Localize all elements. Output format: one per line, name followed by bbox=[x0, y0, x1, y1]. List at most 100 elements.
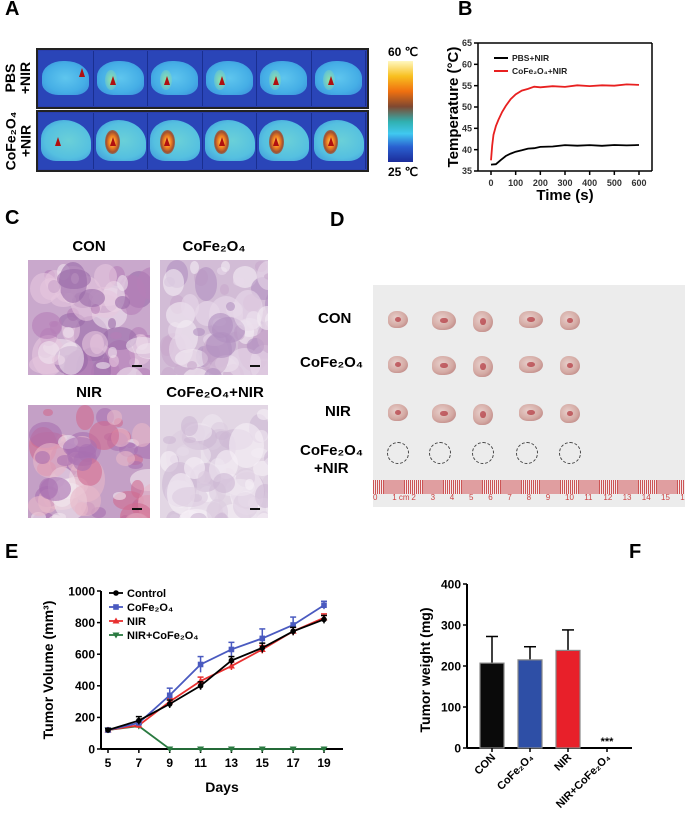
x-tick-label: 17 bbox=[286, 756, 300, 770]
data-point bbox=[112, 632, 120, 639]
y-tick-label: 800 bbox=[75, 616, 95, 630]
y-tick-label: 40 bbox=[462, 145, 472, 155]
mouse-body-thermal bbox=[314, 60, 362, 95]
thermal-frame bbox=[257, 113, 312, 169]
data-point bbox=[197, 683, 204, 689]
y-tick-label: 600 bbox=[75, 647, 95, 661]
x-tick-label: 7 bbox=[136, 756, 143, 770]
scale-bar bbox=[250, 365, 260, 367]
tissue-texture bbox=[134, 442, 150, 460]
tumor-marker-icon bbox=[327, 136, 334, 146]
tissue-texture bbox=[256, 409, 268, 421]
x-axis-title: Time (s) bbox=[536, 187, 593, 204]
thermal-frame bbox=[202, 113, 257, 169]
ruler-label: 10 bbox=[565, 493, 574, 502]
y-tick-label: 100 bbox=[441, 700, 461, 714]
tissue-texture bbox=[190, 512, 207, 518]
empty-tumor-circle bbox=[559, 442, 581, 464]
tumor-specimen bbox=[560, 404, 580, 423]
empty-tumor-circle bbox=[387, 442, 409, 464]
thermal-frame bbox=[39, 51, 94, 106]
tissue-texture bbox=[180, 294, 200, 320]
tissue-texture bbox=[212, 513, 230, 518]
ruler-label: 15 bbox=[661, 493, 670, 502]
tissue-texture bbox=[204, 367, 222, 375]
panel-label-b: B bbox=[458, 0, 473, 20]
data-point bbox=[136, 717, 142, 724]
tissue-texture bbox=[57, 268, 91, 290]
x-tick-label: 300 bbox=[557, 178, 572, 188]
x-axis-title: Days bbox=[205, 779, 239, 795]
photo-row-label-cofe: CoFe₂O₄ bbox=[300, 354, 363, 371]
tissue-texture bbox=[175, 348, 208, 368]
tumor-specimen bbox=[473, 311, 493, 332]
series-line bbox=[107, 618, 325, 731]
tissue-texture bbox=[189, 261, 199, 275]
histology-label-cofe: CoFe₂O₄ bbox=[182, 238, 246, 255]
tissue-texture bbox=[262, 473, 268, 494]
ruler-label: 2 bbox=[411, 493, 416, 502]
tumor-marker-icon bbox=[164, 75, 171, 85]
bar bbox=[517, 659, 543, 749]
thermal-frame bbox=[311, 51, 366, 106]
tumor-specimen bbox=[560, 356, 580, 375]
legend-label: CoFe₂O₄ bbox=[127, 602, 173, 614]
thermal-frame bbox=[93, 51, 148, 106]
tissue-texture bbox=[120, 503, 150, 518]
tissue-texture bbox=[95, 361, 111, 370]
thermal-frame bbox=[148, 51, 203, 106]
thermal-frame bbox=[257, 51, 312, 106]
x-tick-label: 100 bbox=[508, 178, 523, 188]
y-tick-label: 0 bbox=[88, 742, 95, 756]
data-point bbox=[166, 692, 173, 699]
tissue-texture bbox=[232, 491, 259, 518]
tissue-texture bbox=[52, 512, 66, 518]
x-tick-label: 200 bbox=[533, 178, 548, 188]
photo-row-label-con: CON bbox=[318, 310, 352, 327]
y-tick-label: 35 bbox=[462, 166, 472, 176]
thermal-frame bbox=[148, 113, 203, 169]
panel-label-f: F bbox=[629, 541, 642, 563]
data-point bbox=[197, 661, 204, 668]
tumor-marker-icon bbox=[109, 136, 116, 146]
row-label-line2: +NIR bbox=[17, 124, 34, 158]
x-tick-label: 5 bbox=[105, 756, 112, 770]
bar bbox=[555, 649, 581, 749]
mouse-body-thermal bbox=[42, 60, 90, 95]
series-line bbox=[490, 144, 640, 166]
tissue-texture bbox=[264, 272, 268, 280]
tissue-texture bbox=[194, 267, 217, 301]
tissue-texture bbox=[181, 416, 198, 437]
y-axis-title: Tumor weight (mg) bbox=[417, 608, 433, 733]
data-point bbox=[228, 646, 235, 653]
y-tick-label: 400 bbox=[441, 577, 461, 591]
data-point bbox=[105, 727, 111, 733]
data-point bbox=[113, 590, 119, 596]
panel-label-c: C bbox=[5, 207, 20, 229]
empty-tumor-circle bbox=[472, 442, 494, 464]
mouse-body-thermal bbox=[151, 60, 199, 95]
tumor-marker-icon bbox=[79, 67, 86, 77]
tissue-texture bbox=[175, 510, 205, 518]
tissue-texture bbox=[165, 510, 181, 518]
tumor-specimen bbox=[388, 311, 408, 328]
tissue-texture bbox=[38, 478, 58, 500]
row-label-cofe: CoFe₂O₄ +NIR bbox=[0, 110, 36, 172]
data-point bbox=[321, 602, 327, 609]
x-tick-label: 13 bbox=[225, 756, 239, 770]
legend-label: NIR bbox=[127, 616, 146, 628]
y-tick-label: 0 bbox=[454, 741, 461, 755]
temperature-time-chart: 35 40 45 50 55 60 65 0 100 200 300 400 500 600 PBS+NIR… bbox=[445, 38, 653, 204]
tumor-marker-icon bbox=[109, 75, 116, 85]
scale-bar bbox=[132, 508, 142, 510]
series-line bbox=[490, 83, 640, 161]
tissue-texture bbox=[245, 479, 254, 491]
y-tick-label: 300 bbox=[441, 618, 461, 632]
tissue-texture bbox=[257, 260, 268, 290]
ruler-label: 13 bbox=[622, 493, 632, 502]
tissue-texture bbox=[108, 354, 119, 368]
data-point bbox=[289, 746, 297, 753]
tissue-texture bbox=[257, 306, 268, 330]
panel-label-a: A bbox=[5, 0, 20, 20]
photo-row-label-cofe-nir: CoFe₂O₄ bbox=[300, 442, 363, 459]
